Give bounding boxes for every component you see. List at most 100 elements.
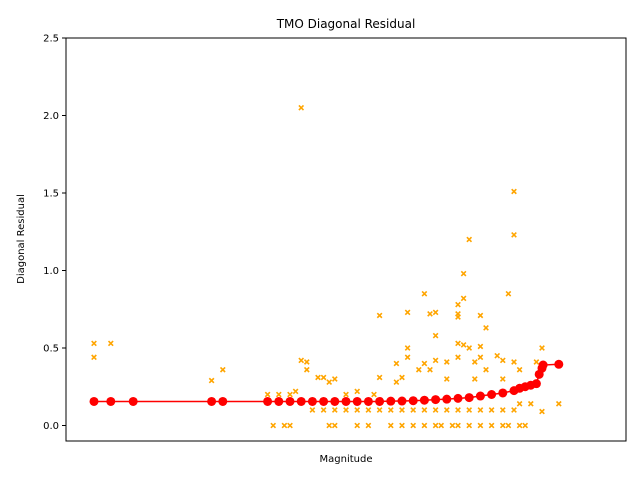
scatter-point-49 <box>455 301 461 308</box>
trend-point-19 <box>419 395 429 405</box>
scatter-point-13 <box>298 104 305 111</box>
scatter-point-37 <box>415 366 422 373</box>
trend-point-31 <box>531 379 541 389</box>
scatter-point-19 <box>326 422 333 429</box>
trend-point-26 <box>498 388 508 398</box>
scatter-point-24 <box>354 388 361 395</box>
scatter-point-86 <box>343 407 349 413</box>
trend-point-34 <box>538 360 548 370</box>
scatter-point-52 <box>455 340 461 347</box>
scatter-point-25 <box>365 422 372 429</box>
trend-point-1 <box>106 396 116 406</box>
scatter-point-39 <box>421 360 428 367</box>
scatter-point-77 <box>522 422 529 429</box>
trend-point-25 <box>487 390 497 399</box>
trend-points <box>89 359 564 406</box>
trend-point-24 <box>475 391 485 401</box>
scatter-point-69 <box>499 376 506 382</box>
scatter-point-4 <box>219 366 226 373</box>
scatter-point-10 <box>287 391 293 398</box>
scatter-point-54 <box>460 270 467 277</box>
scatter-point-63 <box>477 354 484 361</box>
scatter-point-72 <box>511 188 517 195</box>
chart-title: TMO Diagonal Residual <box>276 17 416 31</box>
x-axis-label: Magnitude <box>320 454 373 465</box>
scatter-point-94 <box>432 407 439 413</box>
y-axis: 0.0 0.5 1.0 1.5 2.0 2.5 <box>43 34 66 432</box>
scatter-point-87 <box>354 407 361 413</box>
scatter-point-47 <box>443 376 450 382</box>
y-tick-label-3: 1.5 <box>43 189 59 200</box>
y-tick-label-2: 1.0 <box>43 266 59 277</box>
scatter-point-73 <box>511 231 517 238</box>
scatter-point-8 <box>281 422 288 429</box>
scatter-point-35 <box>404 309 411 316</box>
scatter-point-106 <box>466 422 473 429</box>
scatter-point-83 <box>309 407 316 413</box>
scatter-point-80 <box>539 408 545 415</box>
scatter-point-91 <box>399 407 405 413</box>
scatter-point-40 <box>427 311 433 317</box>
scatter-point-102 <box>399 422 405 429</box>
y-tick-label-5: 2.5 <box>43 34 59 45</box>
scatter-point-46 <box>443 359 450 365</box>
scatter-point-28 <box>376 374 383 381</box>
trend-point-35 <box>554 359 564 369</box>
scatter-point-78 <box>527 400 534 407</box>
scatter-point-71 <box>505 422 512 429</box>
scatter-point-103 <box>421 422 428 429</box>
trend-point-15 <box>375 396 385 406</box>
scatter-point-68 <box>499 357 506 364</box>
scatter-point-22 <box>343 391 349 398</box>
trend-point-14 <box>363 396 373 406</box>
scatter-point-65 <box>483 366 489 373</box>
scatter-point-53 <box>455 354 461 361</box>
scatter-point-70 <box>505 290 512 297</box>
scatter-point-56 <box>460 342 467 348</box>
scatter-point-2 <box>107 340 114 347</box>
scatter-point-62 <box>477 343 484 350</box>
scatter-point-97 <box>466 407 473 413</box>
trend-point-7 <box>285 396 295 406</box>
trend-point-21 <box>442 394 452 404</box>
trend-point-17 <box>397 396 407 406</box>
scatter-point-67 <box>494 352 501 359</box>
trend-point-0 <box>89 396 99 406</box>
scatter-point-66 <box>488 422 495 429</box>
y-tick-label-4: 2.0 <box>43 111 59 122</box>
scatter-point-11 <box>292 388 299 395</box>
scatter-point-98 <box>477 407 484 413</box>
scatter-point-61 <box>477 312 484 319</box>
scatter-point-109 <box>516 422 523 429</box>
scatter-point-31 <box>393 379 400 385</box>
scatter-point-101 <box>511 407 517 413</box>
scatter-point-95 <box>443 407 450 413</box>
trend-point-3 <box>207 396 217 406</box>
scatter-point-74 <box>511 359 517 365</box>
scatter-point-99 <box>488 407 495 413</box>
scatter-point-29 <box>387 422 394 429</box>
trend-point-8 <box>296 396 306 406</box>
trend-point-5 <box>263 396 273 406</box>
scatter-point-16 <box>315 374 321 381</box>
scatter-point-81 <box>539 345 545 351</box>
scatter-point-1 <box>91 354 97 361</box>
scatter-point-64 <box>483 324 489 331</box>
scatter-point-100 <box>499 407 506 413</box>
scatter-point-21 <box>331 376 338 382</box>
scatter-point-38 <box>421 290 428 297</box>
scatter-point-55 <box>460 295 467 302</box>
trend-point-20 <box>431 395 441 405</box>
scatter-point-5 <box>264 391 271 398</box>
scatter-point-89 <box>376 407 383 413</box>
scatter-point-42 <box>432 332 439 339</box>
scatter-point-9 <box>287 422 293 429</box>
scatter-point-18 <box>326 379 333 385</box>
scatter-point-6 <box>270 422 277 429</box>
trend-point-16 <box>386 396 396 406</box>
scatter-point-96 <box>455 407 461 413</box>
scatter-point-7 <box>275 391 282 398</box>
scatter-point-82 <box>555 400 562 407</box>
scatter-point-26 <box>371 391 377 398</box>
